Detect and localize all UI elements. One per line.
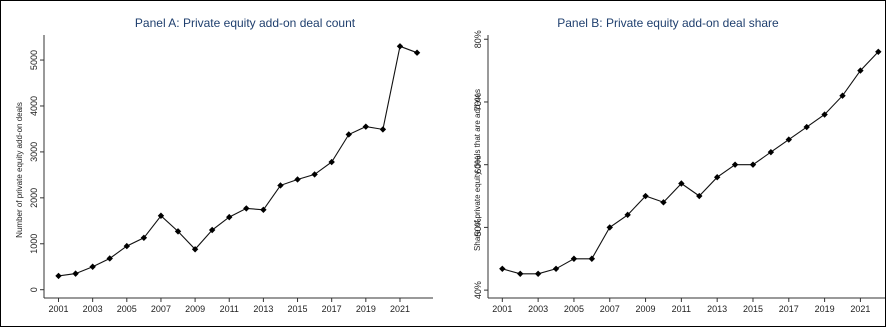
panel-a-data-point xyxy=(106,255,113,262)
panel-b-data-point xyxy=(660,199,667,206)
panel-b-data-point xyxy=(588,255,596,262)
panel-b-data-point xyxy=(534,270,542,278)
panel-a-data-point xyxy=(413,49,421,56)
panel-a-data-point xyxy=(260,206,267,213)
panel-a-data-point xyxy=(226,213,233,221)
panel-b-data-point xyxy=(552,265,560,272)
panel-b-data-point xyxy=(624,211,631,219)
panel-a-x-tick-label: 2011 xyxy=(220,304,239,314)
panel-a-data-point xyxy=(89,263,96,270)
panel-b-axes: 2001 2003 2005 2007 2009 2011 2013 2015 2017 2019… xyxy=(473,30,885,314)
panel-b: Panel B: Private equity add-on deal shar… xyxy=(473,16,885,314)
panel-b-title: Panel B: Private equity add-on deal shar… xyxy=(557,16,779,30)
panel-a-y-tick-label: 3000 xyxy=(29,142,39,162)
panel-a-data-point xyxy=(396,43,404,50)
panel-b-x-tick-label: 2009 xyxy=(636,304,656,314)
panel-b-x-tick-label: 2019 xyxy=(815,304,835,314)
panel-a-data-point xyxy=(208,226,216,234)
panel-a-x-tick-label: 2003 xyxy=(83,304,103,314)
panel-b-y-tick-label: 40% xyxy=(473,281,483,299)
panel-a-x-tick-label: 2001 xyxy=(48,304,68,314)
panel-b-x-tick-label: 2013 xyxy=(707,304,727,314)
panel-b-data-point xyxy=(499,265,506,272)
panel-a-y-tick-label: 4000 xyxy=(29,96,39,116)
panel-b-data-point xyxy=(517,270,524,278)
panel-b-data-point xyxy=(731,161,739,168)
panel-b-x-tick-label: 2015 xyxy=(743,304,763,314)
panel-a-data-point xyxy=(140,234,148,242)
panel-b-y-axis-label: Share of private equity deals that are a… xyxy=(473,89,482,251)
panel-b-data-point xyxy=(696,192,703,200)
panel-a-x-tick-label: 2013 xyxy=(253,304,273,314)
panel-a-x-tick-label: 2019 xyxy=(356,304,376,314)
panel-a-x-tick-label: 2021 xyxy=(390,304,410,314)
panel-a-data-point xyxy=(72,270,79,277)
panel-a-y-tick-label: 2000 xyxy=(29,188,39,208)
panel-b-y-tick-label: 60% xyxy=(473,156,483,174)
panel-b-series-line xyxy=(502,51,879,275)
panel-b-data-point xyxy=(642,192,649,200)
panel-a: Panel A: Private equity add-on deal coun… xyxy=(15,16,433,314)
panel-a-data-point xyxy=(311,171,318,178)
panel-b-data-point xyxy=(606,224,613,231)
panel-a-data-point xyxy=(328,158,335,166)
panel-b-x-tick-label: 2017 xyxy=(779,304,799,314)
panel-a-data-point xyxy=(174,228,182,235)
panel-a-data-point xyxy=(243,205,250,212)
panel-a-data-point xyxy=(123,242,131,250)
panel-a-data-point xyxy=(362,123,370,130)
panel-b-x-tick-label: 2005 xyxy=(564,304,584,314)
panel-a-title: Panel A: Private equity add-on deal coun… xyxy=(135,16,356,30)
panel-a-x-tick-label: 2007 xyxy=(151,304,171,314)
panel-b-data-point xyxy=(839,92,846,99)
panel-b-y-tick-label: 50% xyxy=(473,218,483,236)
panel-a-y-tick-label: 1000 xyxy=(29,234,39,254)
panel-b-data-point xyxy=(803,123,810,131)
panel-a-data-point xyxy=(157,212,165,219)
panel-b-y-tick-label: 70% xyxy=(473,93,483,111)
panel-a-data-point xyxy=(345,131,352,138)
panel-a-x-tick-label: 2017 xyxy=(322,304,342,314)
panel-a-series-line xyxy=(58,45,418,277)
panel-b-data-point xyxy=(570,255,578,262)
panel-b-y-tick-label: 80% xyxy=(473,30,483,48)
panel-a-y-tick-label: 0 xyxy=(29,287,39,292)
panel-a-y-axis-label: Number of private equity add-on deals xyxy=(15,102,24,238)
panel-b-data-point xyxy=(821,111,828,118)
panel-b-data-point xyxy=(678,180,685,187)
panel-a-x-tick-label: 2015 xyxy=(288,304,308,314)
panel-b-data-point xyxy=(875,48,882,55)
panel-b-data-point xyxy=(749,161,757,168)
panel-b-x-tick-label: 2007 xyxy=(600,304,620,314)
panel-a-x-tick-label: 2009 xyxy=(185,304,205,314)
panel-a-data-point xyxy=(379,126,387,133)
panel-b-x-tick-label: 2021 xyxy=(850,304,870,314)
panel-b-data-point xyxy=(767,148,775,156)
panel-b-x-tick-label: 2011 xyxy=(672,304,691,314)
panel-a-axes: 2001 2003 2005 2007 2009 2011 2013 2015 2017 2019… xyxy=(29,35,433,314)
panel-a-data-point xyxy=(191,246,199,253)
panel-b-data-point xyxy=(713,174,721,181)
panel-b-data-point xyxy=(857,67,864,74)
panel-a-data-point xyxy=(294,176,301,183)
panel-a-y-tick-label: 5000 xyxy=(29,50,39,70)
panel-a-data-point xyxy=(55,272,62,280)
panel-b-x-tick-label: 2003 xyxy=(528,304,548,314)
panel-a-x-tick-label: 2005 xyxy=(117,304,137,314)
panel-a-data-point xyxy=(277,182,284,189)
panel-b-data-point xyxy=(785,136,792,143)
panel-b-x-tick-label: 2001 xyxy=(492,304,512,314)
